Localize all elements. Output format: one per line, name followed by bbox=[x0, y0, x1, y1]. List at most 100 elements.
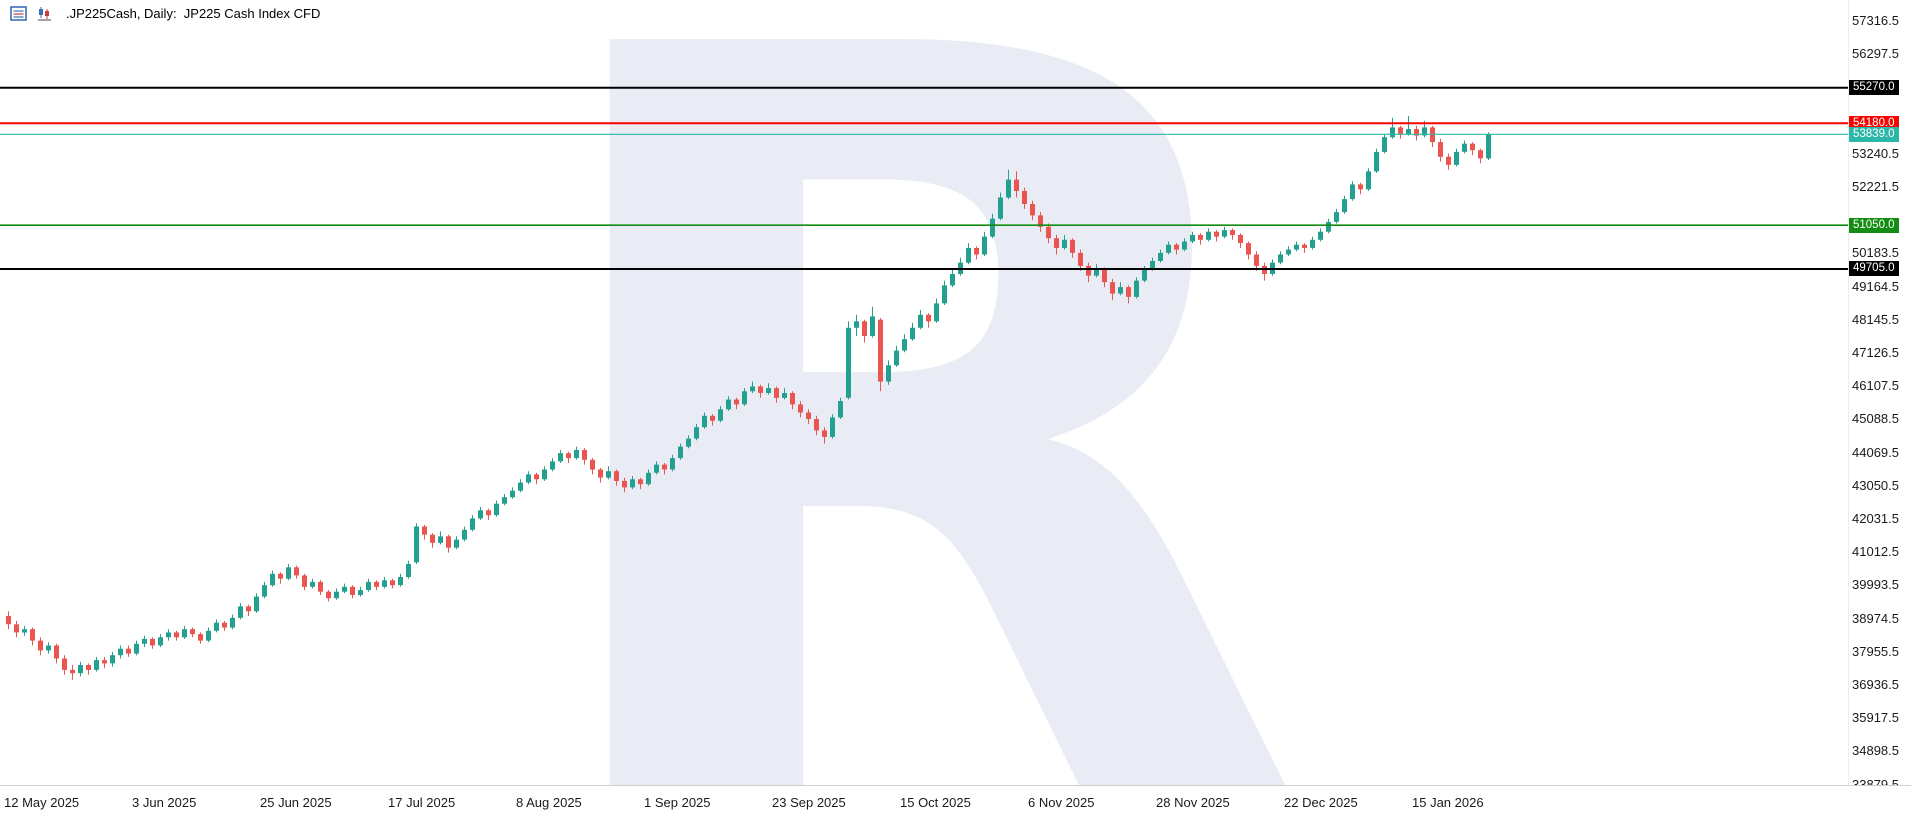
candle-body bbox=[814, 419, 819, 431]
candle-body bbox=[870, 316, 875, 336]
candle-body bbox=[798, 404, 803, 413]
candle-body bbox=[806, 412, 811, 419]
candle-body bbox=[134, 643, 139, 654]
candle-body bbox=[1030, 204, 1035, 216]
candle-body bbox=[1102, 269, 1107, 283]
candle-body bbox=[894, 350, 899, 366]
candle-body bbox=[1198, 234, 1203, 240]
candle-body bbox=[462, 529, 467, 540]
candle-body bbox=[1350, 184, 1355, 200]
candle-body bbox=[1422, 127, 1427, 136]
candle-body bbox=[1318, 231, 1323, 240]
y-axis-label: 47126.5 bbox=[1852, 345, 1899, 360]
x-axis-label: 15 Jan 2026 bbox=[1412, 795, 1484, 810]
candle-body bbox=[1438, 142, 1443, 157]
candle-body bbox=[606, 471, 611, 478]
chart-header: .JP225Cash, Daily: JP225 Cash Index CFD bbox=[10, 5, 320, 22]
candle-body bbox=[1014, 179, 1019, 191]
last-price-badge: 53839.0 bbox=[1849, 127, 1899, 142]
price-axis[interactable]: 57316.5 56297.5 53240.5 52221.5 50183.5 49164… bbox=[1848, 0, 1911, 792]
candle-body bbox=[830, 417, 835, 437]
candle-body bbox=[486, 510, 491, 516]
candle-body bbox=[1078, 252, 1083, 266]
candle-body bbox=[430, 534, 435, 543]
candle-body bbox=[62, 658, 67, 670]
x-axis-label: 25 Jun 2025 bbox=[260, 795, 332, 810]
x-axis-label: 17 Jul 2025 bbox=[388, 795, 456, 810]
candle-body bbox=[238, 606, 243, 618]
candle-body bbox=[142, 638, 147, 644]
candle-body bbox=[702, 415, 707, 428]
candle-body bbox=[774, 388, 779, 398]
candle-body bbox=[358, 590, 363, 595]
candle-body bbox=[222, 622, 227, 628]
level-price-badge: 49705.0 bbox=[1849, 261, 1899, 276]
candle-body bbox=[1158, 252, 1163, 261]
candle-body bbox=[1374, 151, 1379, 172]
candle-body bbox=[254, 596, 259, 612]
candle-body bbox=[1446, 156, 1451, 165]
candle-body bbox=[750, 386, 755, 392]
candle-body bbox=[1302, 244, 1307, 248]
y-axis-label: 39993.5 bbox=[1852, 577, 1899, 592]
y-axis-label: 34898.5 bbox=[1852, 743, 1899, 758]
candle-body bbox=[614, 471, 619, 481]
y-axis-label: 44069.5 bbox=[1852, 445, 1899, 460]
candle-body bbox=[214, 622, 219, 631]
candle-body bbox=[1118, 287, 1123, 294]
candle-body bbox=[1238, 234, 1243, 243]
candle-body bbox=[1390, 127, 1395, 138]
candle-body bbox=[1486, 134, 1491, 159]
quotes-panel-icon[interactable] bbox=[10, 5, 27, 22]
candle-body bbox=[126, 648, 131, 654]
candle-body bbox=[118, 648, 123, 656]
candle-body bbox=[1470, 143, 1475, 151]
candle-body bbox=[718, 409, 723, 421]
candle-body bbox=[102, 660, 107, 664]
candle-body bbox=[382, 580, 387, 587]
candle-body bbox=[1254, 254, 1259, 266]
candle-body bbox=[1414, 129, 1419, 136]
candle-body bbox=[1366, 171, 1371, 190]
candle-body bbox=[902, 339, 907, 351]
candle-body bbox=[374, 581, 379, 587]
time-axis[interactable]: 12 May 2025 3 Jun 2025 25 Jun 2025 17 Jul 2… bbox=[0, 785, 1911, 818]
candle-body bbox=[246, 606, 251, 612]
candle-body bbox=[294, 567, 299, 576]
candle-body bbox=[286, 567, 291, 579]
candle-body bbox=[1190, 234, 1195, 242]
candle-body bbox=[878, 319, 883, 382]
candle-body bbox=[494, 503, 499, 516]
candle-body bbox=[934, 303, 939, 322]
candle-body bbox=[974, 248, 979, 255]
candle-body bbox=[158, 637, 163, 646]
candle-body bbox=[910, 327, 915, 340]
candle-body bbox=[598, 469, 603, 478]
candle-body bbox=[1126, 287, 1131, 297]
candle-body bbox=[350, 586, 355, 595]
candle-body bbox=[926, 314, 931, 322]
candle-body bbox=[1462, 143, 1467, 152]
candle-body bbox=[758, 386, 763, 393]
y-axis-label: 36936.5 bbox=[1852, 677, 1899, 692]
candle-body bbox=[1062, 239, 1067, 248]
candle-body bbox=[918, 314, 923, 328]
candle-body bbox=[1006, 179, 1011, 198]
candle-body bbox=[478, 510, 483, 519]
candle-body bbox=[854, 321, 859, 328]
candle-body bbox=[1230, 230, 1235, 235]
candle-body bbox=[198, 634, 203, 641]
candlestick-chart-icon[interactable] bbox=[36, 5, 53, 22]
candle-body bbox=[998, 197, 1003, 219]
candle-body bbox=[734, 399, 739, 405]
y-axis-label: 38974.5 bbox=[1852, 611, 1899, 626]
candle-body bbox=[782, 393, 787, 398]
candle-body bbox=[38, 640, 43, 651]
candle-body bbox=[1382, 137, 1387, 152]
candle-body bbox=[1294, 244, 1299, 250]
candle-body bbox=[182, 629, 187, 638]
candlestick-chart[interactable] bbox=[0, 0, 1911, 785]
candle-body bbox=[1206, 231, 1211, 240]
candle-body bbox=[518, 482, 523, 491]
